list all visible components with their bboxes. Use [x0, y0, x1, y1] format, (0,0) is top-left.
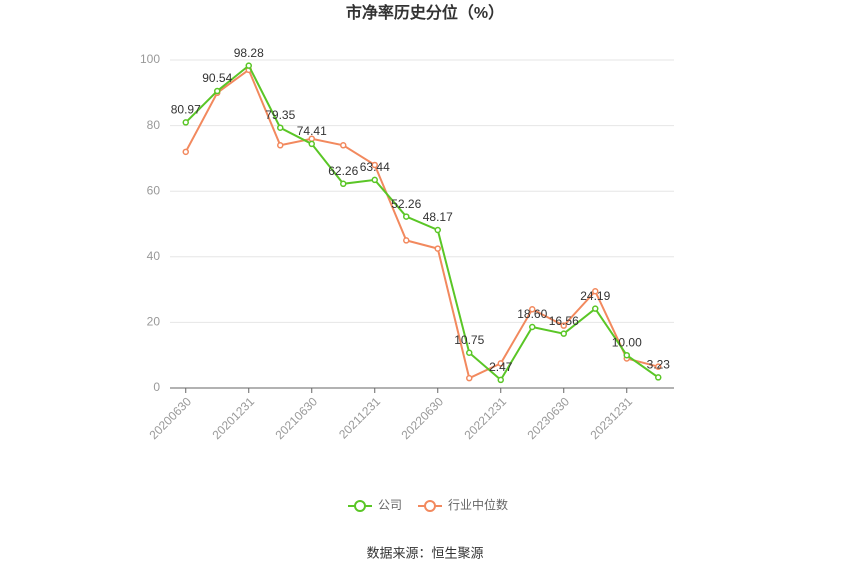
y-tick-label: 0: [153, 380, 160, 394]
y-tick-label: 80: [147, 118, 161, 132]
data-label: 74.41: [297, 124, 327, 138]
point: [592, 287, 599, 295]
point: [466, 374, 473, 382]
point: [497, 376, 504, 384]
point: [403, 213, 410, 220]
point: [529, 306, 536, 313]
data-label: 52.26: [391, 197, 421, 211]
data-label: 98.28: [234, 46, 264, 60]
legend-label: 公司: [378, 498, 402, 512]
x-tick-label: 20201231: [209, 394, 257, 442]
point: [182, 119, 189, 126]
point: [592, 305, 599, 312]
x-tick-label: 20211231: [336, 394, 383, 441]
legend-label: 行业中位数: [448, 497, 508, 512]
point: [182, 148, 189, 156]
point: [308, 140, 315, 148]
series-line: [184, 68, 659, 380]
data-label: 80.97: [171, 103, 201, 117]
data-label: 16.56: [549, 314, 579, 328]
data-label: 24.19: [580, 289, 610, 303]
x-tick-label: 20200630: [146, 394, 194, 442]
source: 数据来源：恒生聚源: [366, 545, 483, 560]
point: [403, 237, 410, 244]
point: [434, 245, 441, 252]
point: [560, 322, 567, 329]
data-label: 62.26: [328, 164, 358, 178]
x-tick-label: 20230630: [524, 394, 572, 442]
y-tick-label: 40: [147, 249, 161, 263]
data-label: 90.54: [202, 71, 232, 85]
point: [277, 124, 284, 131]
data-label: 10.75: [454, 333, 484, 347]
y-tick-label: 60: [147, 183, 161, 197]
chart-title: 市净率历史分位（%）: [346, 3, 504, 22]
point: [655, 363, 662, 370]
point: [371, 176, 378, 184]
point: [277, 142, 284, 149]
point: [529, 323, 536, 331]
data-label: 3.23: [647, 358, 671, 372]
y-tick-label: 100: [140, 52, 160, 66]
data-label: 2.47: [489, 360, 513, 374]
point: [497, 360, 504, 367]
point: [245, 62, 252, 69]
y-tick-label: 20: [147, 315, 161, 329]
point: [466, 349, 473, 356]
point: [340, 142, 347, 149]
x-tick-label: 20231231: [587, 394, 635, 442]
point: [434, 226, 441, 234]
series-line: [185, 64, 659, 382]
data-label: 48.17: [423, 210, 453, 224]
point: [371, 161, 378, 169]
x-tick-label: 20210630: [272, 394, 320, 442]
legend-marker: [424, 500, 436, 512]
x-tick-label: 20220630: [398, 394, 446, 442]
point: [214, 87, 221, 95]
point: [340, 180, 347, 188]
data-label: 18.60: [517, 307, 547, 321]
data-label: 63.44: [360, 160, 390, 174]
point: [560, 330, 567, 337]
point: [655, 374, 662, 381]
point: [623, 351, 630, 359]
data-label: 10.00: [612, 335, 642, 349]
legend-marker: [354, 500, 366, 512]
data-label: 79.35: [265, 108, 295, 122]
x-tick-label: 20221231: [461, 394, 509, 442]
